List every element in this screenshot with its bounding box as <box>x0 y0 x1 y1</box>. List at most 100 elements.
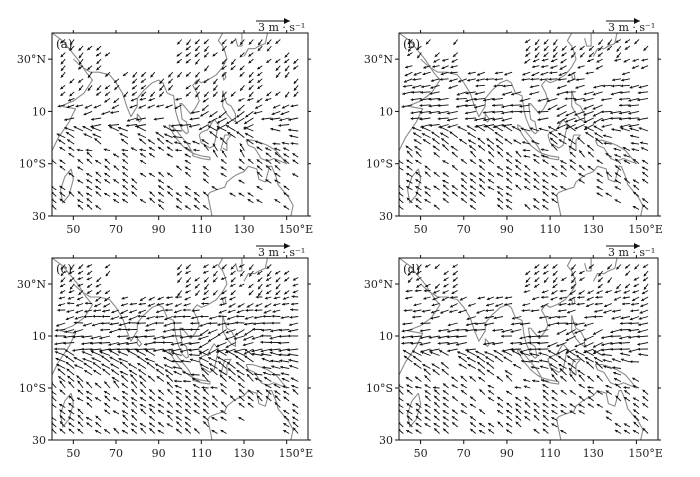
wind-arrow <box>431 303 440 307</box>
wind-arrow <box>632 205 640 210</box>
wind-arrow <box>193 191 200 197</box>
wind-arrow <box>422 138 431 145</box>
wind-arrow <box>407 270 413 276</box>
wind-arrow <box>556 124 567 130</box>
wind-arrow <box>149 427 156 434</box>
wind-arrow <box>225 329 236 334</box>
wind-arrow <box>243 329 254 336</box>
wind-arrow <box>497 402 504 408</box>
wind-arrow <box>99 351 111 356</box>
wind-arrow <box>640 65 649 70</box>
wind-arrow <box>275 290 281 296</box>
wind-arrow <box>221 290 227 295</box>
wind-arrow <box>412 355 422 363</box>
coastline <box>168 124 194 154</box>
wind-arrow <box>94 429 102 434</box>
wind-arrow <box>619 328 630 332</box>
wind-arrow <box>467 363 477 369</box>
wind-arrow <box>75 309 84 314</box>
wind-arrow <box>85 390 93 395</box>
wind-arrow <box>401 329 413 333</box>
wind-arrow <box>600 97 612 102</box>
wind-arrow <box>90 117 102 121</box>
wind-arrow <box>92 133 102 139</box>
wind-arrow <box>478 191 486 197</box>
wind-arrow <box>442 416 449 421</box>
wind-arrow <box>287 348 299 352</box>
wind-arrow <box>135 117 146 121</box>
wind-arrow <box>455 104 467 108</box>
wind-arrow <box>239 148 245 158</box>
wind-arrow <box>419 117 431 121</box>
wind-arrow <box>446 110 458 115</box>
wind-arrow <box>583 104 594 110</box>
wind-arrow <box>586 144 594 151</box>
wind-arrow <box>549 137 558 145</box>
wind-arrow <box>253 316 263 320</box>
wind-arrow <box>207 329 218 334</box>
wind-arrow <box>451 376 458 382</box>
wind-arrow <box>497 421 504 428</box>
wind-arrow <box>164 369 173 376</box>
wind-arrow <box>433 401 440 408</box>
wind-arrow <box>203 91 209 98</box>
wind-arrow <box>221 71 227 77</box>
wind-arrow <box>239 39 245 46</box>
wind-arrow <box>441 143 449 151</box>
wind-arrow <box>202 98 209 103</box>
wind-arrow <box>269 351 281 356</box>
wind-arrow <box>515 403 522 408</box>
wind-arrow <box>628 329 640 332</box>
wind-arrow <box>283 153 290 158</box>
wind-arrow <box>73 356 84 363</box>
wind-arrow <box>584 356 594 363</box>
wind-arrow <box>201 104 209 112</box>
wind-arrow <box>189 353 200 357</box>
wind-arrow <box>99 335 111 340</box>
wind-arrow <box>633 409 640 415</box>
wind-arrow <box>184 421 191 428</box>
wind-arrow <box>156 104 164 108</box>
wind-arrow <box>243 126 254 132</box>
wind-arrow <box>495 296 504 300</box>
wind-arrow <box>138 375 147 382</box>
wind-arrow <box>439 132 449 138</box>
wind-arrow <box>415 277 422 281</box>
wind-arrow <box>173 379 182 383</box>
wind-arrow <box>432 369 440 376</box>
wind-arrow <box>615 39 622 43</box>
wind-arrow <box>221 150 227 158</box>
coastline <box>72 58 117 84</box>
wind-arrow <box>227 367 236 376</box>
wind-arrow <box>505 192 513 197</box>
wind-arrow <box>244 322 254 326</box>
wind-arrow <box>140 427 147 434</box>
wind-arrow <box>478 422 486 428</box>
wind-arrow <box>251 335 263 340</box>
wind-arrow <box>459 296 467 301</box>
wind-arrow <box>460 191 468 197</box>
wind-arrow <box>237 375 245 382</box>
wind-arrow <box>557 355 567 363</box>
wind-arrow <box>487 178 495 184</box>
lat-tick-label: 30 <box>32 210 46 223</box>
wind-arrow <box>531 296 540 301</box>
wind-arrow <box>69 78 75 84</box>
wind-arrow <box>547 126 558 132</box>
panel-label: (a) <box>56 37 73 51</box>
wind-arrow <box>260 348 272 353</box>
wind-arrow <box>628 124 640 128</box>
coastline <box>115 79 164 118</box>
wind-arrow <box>224 335 236 341</box>
wind-arrow <box>424 395 431 402</box>
wind-arrow <box>121 198 129 204</box>
wind-arrow <box>269 340 281 344</box>
wind-arrow <box>136 355 147 363</box>
wind-arrow <box>616 45 622 52</box>
reference-vector-label: 3 m · s⁻¹ <box>258 246 305 259</box>
wind-arrow <box>165 303 173 307</box>
wind-arrow <box>460 402 468 408</box>
wind-arrow <box>234 329 245 336</box>
wind-arrow <box>192 377 200 382</box>
wind-arrow <box>257 277 263 283</box>
